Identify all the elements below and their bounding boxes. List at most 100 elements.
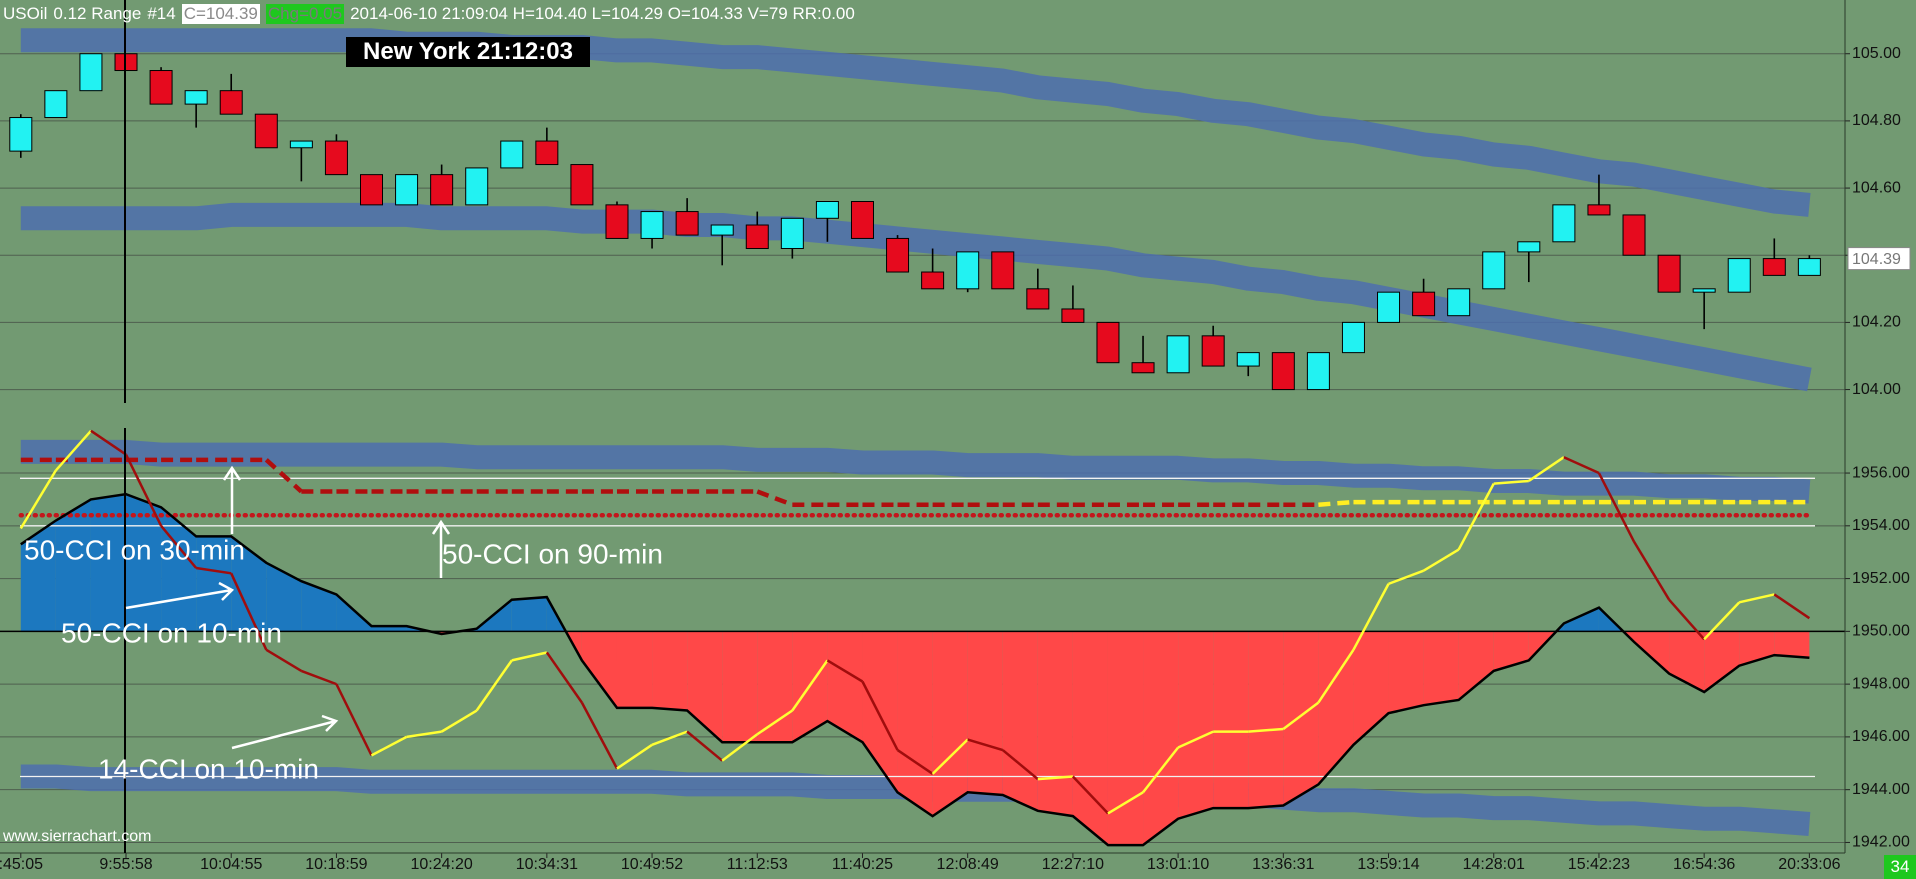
series-line [20,492,1810,847]
candle-body [745,224,769,250]
candle-body [1482,251,1506,290]
area-fill [652,631,688,711]
area-fill [1037,631,1073,817]
area-fill [1353,631,1389,745]
arrow [222,465,242,534]
series-segment [1071,775,1109,815]
series-segment [791,659,829,712]
area-fill [1423,631,1459,706]
series-segment [370,735,408,757]
area-fill [55,499,91,632]
x-tick-label: 13:01:10 [1147,856,1209,873]
series-segment [511,651,548,662]
series-segment [1107,791,1144,815]
candle-body [1377,291,1401,323]
candle-body [114,53,138,72]
candle-body [1622,214,1646,256]
x-tick-label: :45:05 [0,856,43,873]
last-price-label: 104.39 [1852,251,1901,268]
y-tick-label: 104.80 [1852,112,1901,129]
candle-body [79,53,103,92]
area-fill [581,631,617,708]
band [20,28,1811,217]
area-fill [1143,631,1179,846]
y-tick-label: 1942.00 [1852,834,1910,851]
candle-body [254,113,278,149]
candle-body [289,140,313,149]
x-tick-label: 14:28:01 [1463,856,1525,873]
series-segment [686,730,723,762]
series-segment [756,489,794,507]
area-fill [1107,631,1144,846]
area-fill [1563,607,1599,632]
area-fill [1213,631,1249,809]
area-fill [1178,631,1214,819]
candle-body [500,140,524,169]
candle-body [921,271,945,290]
series-segment [300,669,337,686]
x-tick-label: 15:42:23 [1568,856,1630,873]
candle-body [1412,291,1436,317]
candle-body [1236,352,1260,367]
candle-body [1026,288,1050,310]
area-fill [1634,631,1670,674]
candle-body [535,140,559,166]
area-fill [231,536,267,632]
y-tick-label: 1956.00 [1852,464,1910,481]
candle-body [149,70,173,105]
candle-body [991,251,1015,290]
series-segment [406,730,442,739]
series-segment [1528,456,1565,482]
x-tick-label: 13:59:14 [1357,856,1419,873]
candle-body [1587,204,1611,216]
area-fill [967,631,1003,795]
band [20,439,1811,504]
area-fill [1388,631,1424,714]
series-segment [1703,601,1741,641]
annotation: 50-CCI on 10-min [61,617,282,648]
candle-body [1306,352,1330,391]
candle-body [1447,288,1471,317]
candle-body [1692,288,1716,293]
y-tick-label: 1952.00 [1852,570,1910,587]
series-segment [826,659,864,683]
series-segment [230,572,268,651]
series-segment [1388,569,1425,586]
arrow [125,581,235,610]
candle-body [1797,258,1821,276]
y-tick-label: 1954.00 [1852,517,1910,534]
series-segment [1352,583,1390,651]
area-fill [616,631,653,708]
candle-body [1096,321,1120,364]
arrow [231,714,339,750]
change-box: Chg=0.05 [265,4,345,24]
y-tick-label: 1946.00 [1852,728,1910,745]
series-segment [475,659,513,712]
series-segment [124,454,163,527]
series-segment [931,738,969,775]
candle-body [465,167,489,206]
candle-body [184,90,208,105]
candle-body [395,174,419,206]
series-segment [160,525,198,569]
series-segment [1142,746,1180,794]
series-segment [1457,483,1495,551]
series-segment [1632,541,1671,601]
candle-body [9,117,33,152]
area-fill [1774,631,1810,658]
area-fill [301,581,337,632]
x-tick-label: 16:54:36 [1673,856,1735,873]
candle-body [1341,321,1365,354]
series-segment [19,469,57,530]
series-segment [721,733,759,762]
last-price-tag [1847,247,1911,271]
area-fill [1002,631,1038,811]
area-fill [196,536,232,632]
candle-body [1517,241,1541,253]
area-fill [1248,631,1284,809]
candle-body [956,251,980,290]
series-segment [651,730,688,746]
y-tick-label: 1948.00 [1852,675,1910,692]
